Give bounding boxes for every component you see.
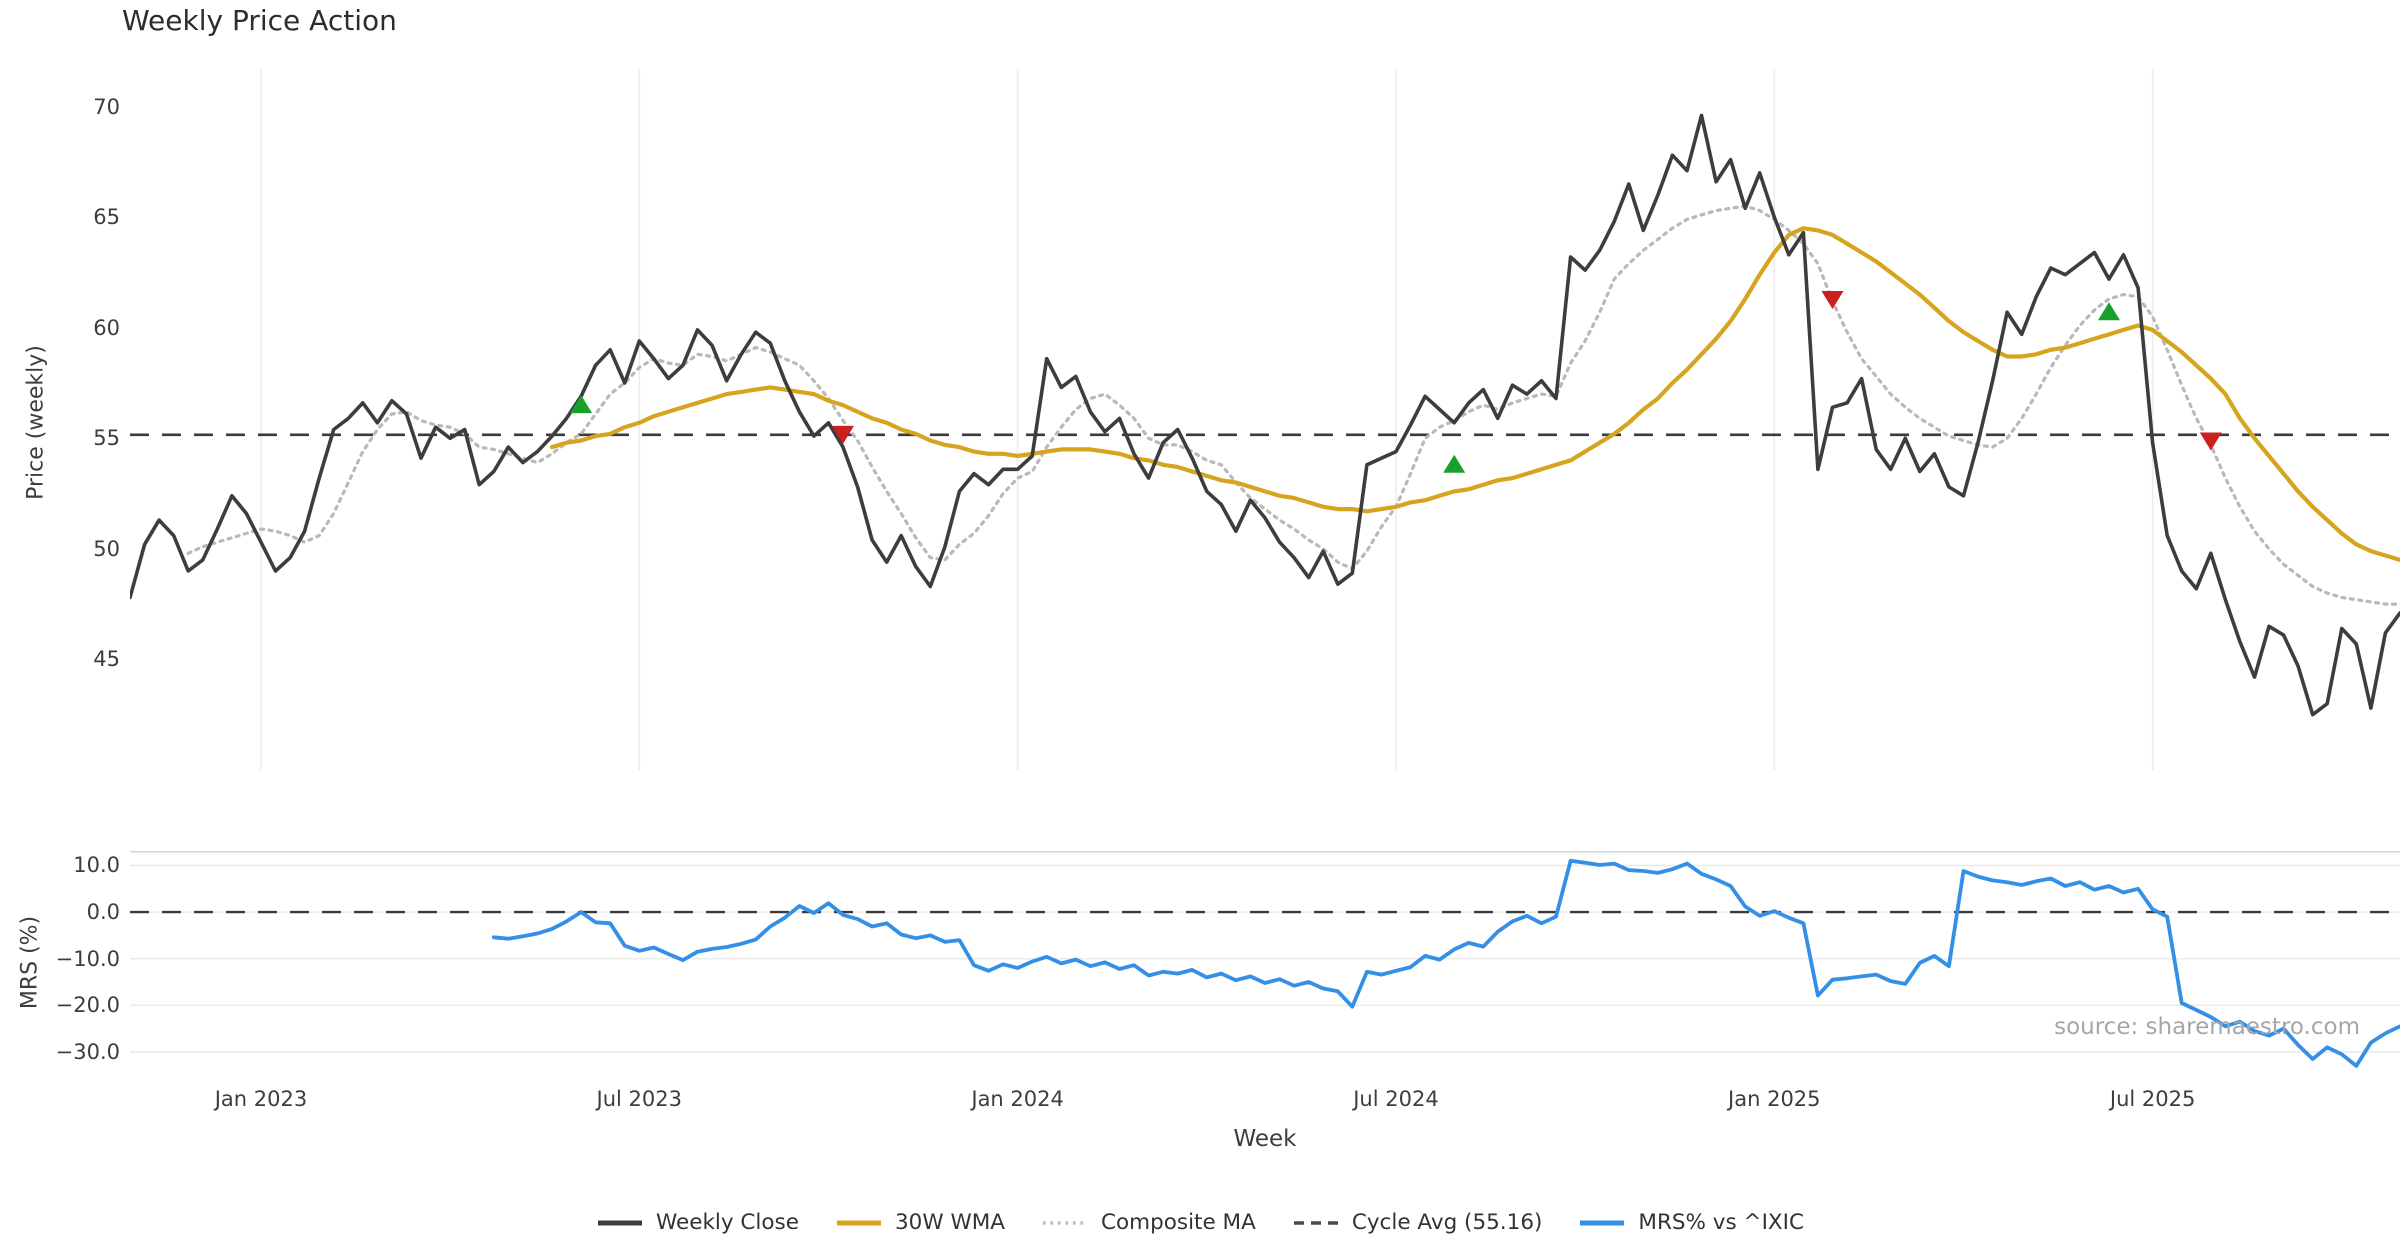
legend-swatch xyxy=(597,1220,642,1225)
buy-signal-marker xyxy=(570,395,593,414)
source-attribution: source: sharemaestro.com xyxy=(2054,1014,2360,1040)
legend-swatch xyxy=(1293,1220,1338,1225)
legend-label: MRS% vs ^IXIC xyxy=(1638,1210,1804,1235)
chart-title: Weekly Price Action xyxy=(122,4,397,37)
wma-30w-line xyxy=(549,226,2400,562)
weekly-close-line xyxy=(130,113,2400,717)
buy-signal-marker xyxy=(2098,302,2120,321)
legend-label: Cycle Avg (55.16) xyxy=(1351,1210,1543,1235)
mrs-y-tick-label: −30.0 xyxy=(55,1039,120,1064)
legend-item-weekly-close: Weekly Close xyxy=(596,1210,799,1235)
mrs-y-tick-label: 0.0 xyxy=(86,900,120,925)
legend-swatch xyxy=(1042,1220,1087,1225)
legend-label: Composite MA xyxy=(1100,1210,1256,1235)
mrs-panel-canvas xyxy=(130,851,2400,1068)
x-tick-label: Jan 2024 xyxy=(971,1087,1064,1111)
legend-item-composite-ma: Composite MA xyxy=(1041,1210,1256,1235)
mrs-y-tick-label: 10.0 xyxy=(73,853,120,878)
legend-swatch xyxy=(1580,1220,1625,1225)
price-y-tick-label: 45 xyxy=(93,647,120,672)
legend-item-30w-wma: 30W WMA xyxy=(835,1210,1005,1235)
legend-item-mrs-vs-ixic: MRS% vs ^IXIC xyxy=(1578,1210,1804,1235)
x-tick-label: Jan 2023 xyxy=(214,1087,308,1111)
x-axis-title: Week xyxy=(1233,1126,1297,1152)
x-tick-label: Jul 2024 xyxy=(1353,1087,1439,1111)
x-tick-label: Jul 2023 xyxy=(596,1087,683,1111)
buy-signal-marker xyxy=(1443,454,1466,473)
mrs-y-tick-label: −20.0 xyxy=(55,993,120,1018)
price-y-tick-label: 55 xyxy=(93,426,120,451)
mrs-line xyxy=(491,858,2400,1068)
price-panel-canvas xyxy=(130,69,2400,770)
sell-signal-marker xyxy=(1821,291,1844,309)
sell-signal-marker xyxy=(832,425,854,444)
price-y-tick-label: 50 xyxy=(93,536,120,561)
composite-ma-line xyxy=(186,204,2400,606)
legend: Weekly Close 30W WMA Composite MA Cycle Avg… xyxy=(0,1210,2400,1235)
price-y-tick-label: 60 xyxy=(93,315,120,340)
legend-item-cycle-avg-55-16: Cycle Avg (55.16) xyxy=(1292,1210,1543,1235)
legend-swatch xyxy=(837,1220,881,1225)
x-tick-label: Jan 2025 xyxy=(1728,1087,1821,1111)
price-y-tick-label: 70 xyxy=(93,94,120,119)
price-y-tick-label: 65 xyxy=(93,205,120,230)
mrs-y-tick-label: −10.0 xyxy=(55,946,120,971)
legend-label: Weekly Close xyxy=(655,1210,799,1235)
x-tick-label: Jul 2025 xyxy=(2109,1087,2196,1111)
legend-label: 30W WMA xyxy=(895,1210,1005,1235)
sell-signal-marker xyxy=(2199,432,2222,451)
